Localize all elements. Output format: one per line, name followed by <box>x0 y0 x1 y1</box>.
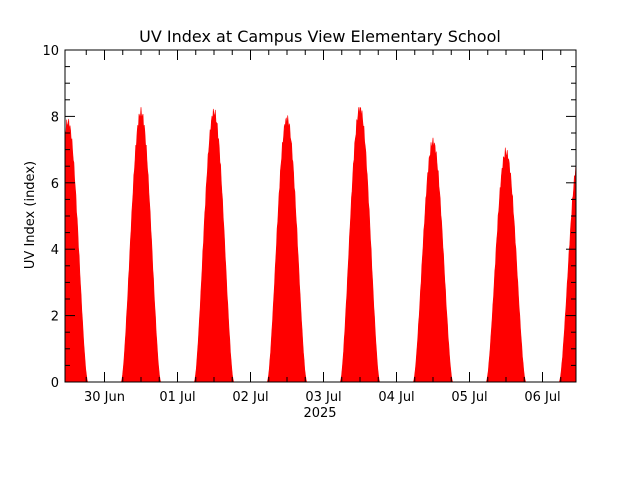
x-tick-label: 01 Jul <box>159 390 195 405</box>
x-axis-year-label: 2025 <box>303 406 336 421</box>
uv-day-area <box>193 108 235 383</box>
y-tick-label: 0 <box>51 376 59 391</box>
y-tick-label: 10 <box>42 44 59 59</box>
y-tick-label: 4 <box>51 243 59 258</box>
x-tick-label: 02 Jul <box>232 390 268 405</box>
uv-day-area <box>339 106 381 383</box>
y-axis-label: UV Index (index) <box>23 161 38 269</box>
uv-day-area <box>485 147 527 383</box>
uv-day-area <box>558 151 577 383</box>
chart-title: UV Index at Campus View Elementary Schoo… <box>139 27 501 46</box>
uv-day-area <box>266 115 308 383</box>
uv-day-area <box>64 118 89 383</box>
y-tick-label: 6 <box>51 177 59 192</box>
x-tick-label: 05 Jul <box>451 390 487 405</box>
x-tick-label: 04 Jul <box>378 390 414 405</box>
x-tick-label: 06 Jul <box>524 390 560 405</box>
x-tick-label: 30 Jun <box>84 390 125 405</box>
uv-day-area <box>120 107 162 383</box>
uv-day-area <box>412 137 454 383</box>
x-tick-label: 03 Jul <box>305 390 341 405</box>
y-tick-label: 2 <box>51 310 59 325</box>
y-tick-label: 8 <box>51 110 59 125</box>
